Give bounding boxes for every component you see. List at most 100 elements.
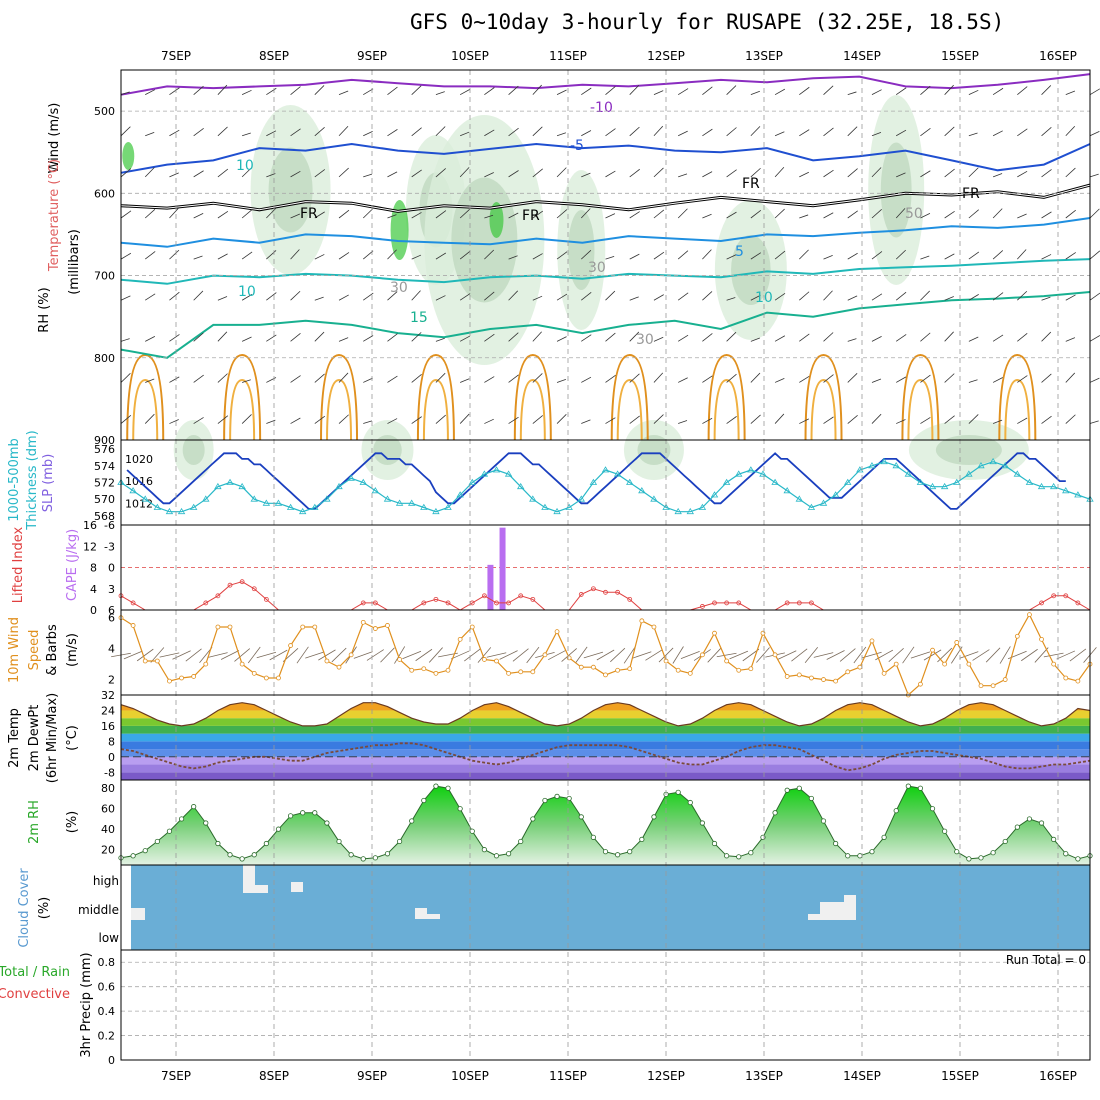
wind-barb-10m: [583, 651, 604, 659]
wind-barb: [799, 86, 810, 95]
wind-barb: [193, 255, 203, 260]
cape-bar: [487, 564, 494, 610]
rh-point: [990, 850, 996, 856]
wind-point: [736, 667, 742, 673]
wind-barb: [944, 253, 955, 260]
wind-barb-10m: [512, 648, 529, 662]
wind-barb: [968, 209, 979, 219]
rh-point: [724, 853, 730, 859]
wind-barb: [387, 375, 398, 383]
wind-barb: [387, 214, 397, 219]
ylabel-2m-rh: 2m RH: [27, 800, 42, 844]
wind-barb: [459, 167, 470, 178]
wind-barb: [702, 333, 713, 342]
thickness-tick: 572: [94, 477, 115, 490]
date-label-bottom: 13SEP: [745, 1069, 783, 1083]
wind-barb: [314, 169, 326, 178]
rh-point: [820, 818, 827, 824]
wind-point: [154, 658, 160, 664]
thickness-point: [1049, 482, 1058, 490]
rh-point: [384, 851, 391, 857]
wind-barb: [435, 252, 447, 260]
rh-point: [227, 852, 233, 858]
rh-shading: [637, 435, 671, 465]
ylabel-6hr: (6hr Min/Max): [45, 693, 60, 783]
wind-barb: [411, 332, 422, 342]
wind-barb: [823, 85, 834, 95]
wind-barb: [556, 414, 567, 424]
thickness-point: [359, 478, 367, 485]
thickness-tick: 574: [94, 460, 115, 473]
li-point: [530, 596, 536, 602]
wind-barb-10m: [972, 649, 990, 661]
wind-barb: [605, 170, 616, 178]
wind-barb: [484, 172, 494, 178]
wind-barb: [217, 415, 229, 424]
wind-barb: [629, 331, 640, 342]
wind-barb: [435, 295, 446, 301]
wind-barb: [702, 417, 713, 424]
wind-point: [1027, 612, 1032, 618]
wind-barb: [992, 173, 1003, 178]
temp-tick: -8: [104, 766, 115, 779]
wind-barb: [677, 130, 688, 137]
wind-point: [954, 640, 960, 645]
wind-point: [821, 677, 826, 682]
rh-shading: [122, 142, 135, 170]
rh-point: [433, 783, 439, 789]
wind-point: [845, 669, 851, 675]
temp-band: [121, 749, 1090, 757]
rh-point: [651, 814, 657, 820]
li-point: [506, 600, 512, 606]
ylabel-2m-temp: 2m Temp: [7, 708, 22, 768]
wind-barb: [241, 167, 252, 178]
cloud-gap: [131, 908, 145, 920]
date-label-top: 15SEP: [941, 49, 979, 63]
li-point: [227, 582, 233, 588]
rh-point: [1038, 820, 1045, 826]
li-point: [360, 600, 366, 606]
cape-tick: 8: [90, 562, 97, 575]
wind-barb: [653, 209, 665, 219]
wind-point: [263, 675, 269, 681]
wind-barb: [799, 129, 810, 137]
wind-barb: [726, 416, 737, 424]
wind-barb: [920, 212, 931, 219]
wind-barb: [1041, 254, 1052, 260]
wind-barb: [314, 296, 324, 301]
wind-barb: [895, 249, 906, 260]
rh-point: [154, 838, 160, 845]
wind-barb: [799, 333, 810, 342]
date-label-top: 7SEP: [161, 49, 191, 63]
wind-barb: [435, 414, 446, 424]
contour-label: FR: [742, 176, 760, 192]
wind-barb-10m: [862, 651, 882, 659]
ylabel-rh-pct: (%): [65, 811, 80, 834]
wind-barb-10m: [888, 648, 904, 662]
wind-barb: [556, 167, 567, 178]
wind-barb: [144, 209, 156, 219]
wind-barb: [944, 331, 954, 342]
wind-barb: [508, 416, 519, 424]
thickness-point: [928, 482, 937, 490]
ylabel-temperature: Temperature (°C): [47, 159, 62, 272]
wind-barb: [120, 210, 132, 219]
rh-point: [142, 848, 148, 854]
page-title: GFS 0~10day 3-hourly for RUSAPE (32.25E,…: [410, 10, 1005, 34]
wind-point: [1014, 633, 1020, 639]
rh-shading: [568, 210, 595, 290]
wind-barb: [387, 171, 398, 178]
wind-barb: [217, 253, 228, 260]
li-tick: 0: [108, 562, 115, 575]
temp-line: [120, 702, 1091, 727]
wind-barb: [750, 294, 761, 301]
rh-point: [808, 795, 815, 802]
thickness-point: [916, 478, 925, 485]
rh-point: [445, 785, 451, 791]
rh-point: [929, 806, 936, 812]
wind-barb: [1017, 213, 1027, 219]
wind-barb: [484, 376, 495, 383]
date-label-top: 13SEP: [745, 49, 783, 63]
wind-point: [312, 624, 318, 630]
cloud-gap: [291, 882, 303, 892]
